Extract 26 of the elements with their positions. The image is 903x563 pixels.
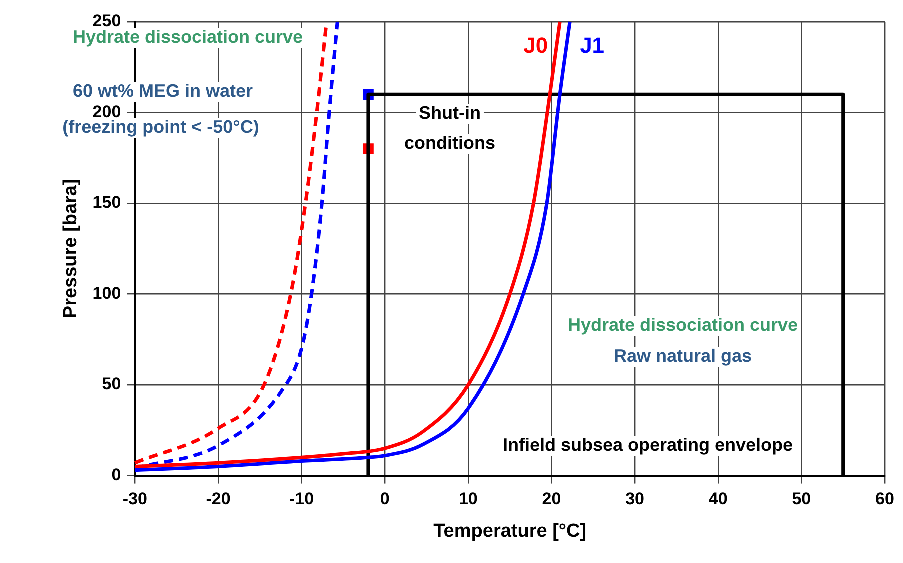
annotation: Raw natural gas — [614, 346, 752, 366]
annotation: Hydrate dissociation curve — [568, 314, 798, 335]
x-tick-label: 60 — [876, 490, 894, 509]
x-tick-label: 50 — [792, 490, 812, 509]
x-tick-label: 20 — [542, 490, 562, 509]
annotation: Infield subsea operating envelope — [502, 434, 794, 455]
series-label: J1 — [580, 33, 605, 58]
x-tick-label: -20 — [206, 490, 231, 509]
annotation: Shut-in — [419, 102, 481, 123]
y-tick-label: 100 — [92, 284, 122, 303]
y-tick-label: 0 — [112, 465, 122, 484]
x-tick-label: 30 — [626, 490, 645, 509]
x-tick-label: -10 — [290, 490, 314, 509]
x-tick-label: -30 — [122, 490, 148, 509]
annotation: (freezing point < -50°C) — [62, 116, 260, 137]
y-tick-label: 50 — [102, 374, 122, 394]
x-tick-label: 0 — [380, 490, 390, 509]
annotation: conditions — [404, 132, 496, 153]
y-tick-label: 150 — [92, 193, 122, 212]
y-axis-title: Pressure [bara] — [60, 179, 82, 319]
x-tick-label: 40 — [708, 490, 728, 509]
series-label: J0 — [524, 33, 548, 58]
x-tick-label: 10 — [458, 490, 478, 509]
annotation: 60 wt% MEG in water — [72, 80, 254, 101]
annotation: Hydrate dissociation curve — [72, 26, 304, 47]
x-axis-title: Temperature [°C] — [434, 520, 587, 542]
